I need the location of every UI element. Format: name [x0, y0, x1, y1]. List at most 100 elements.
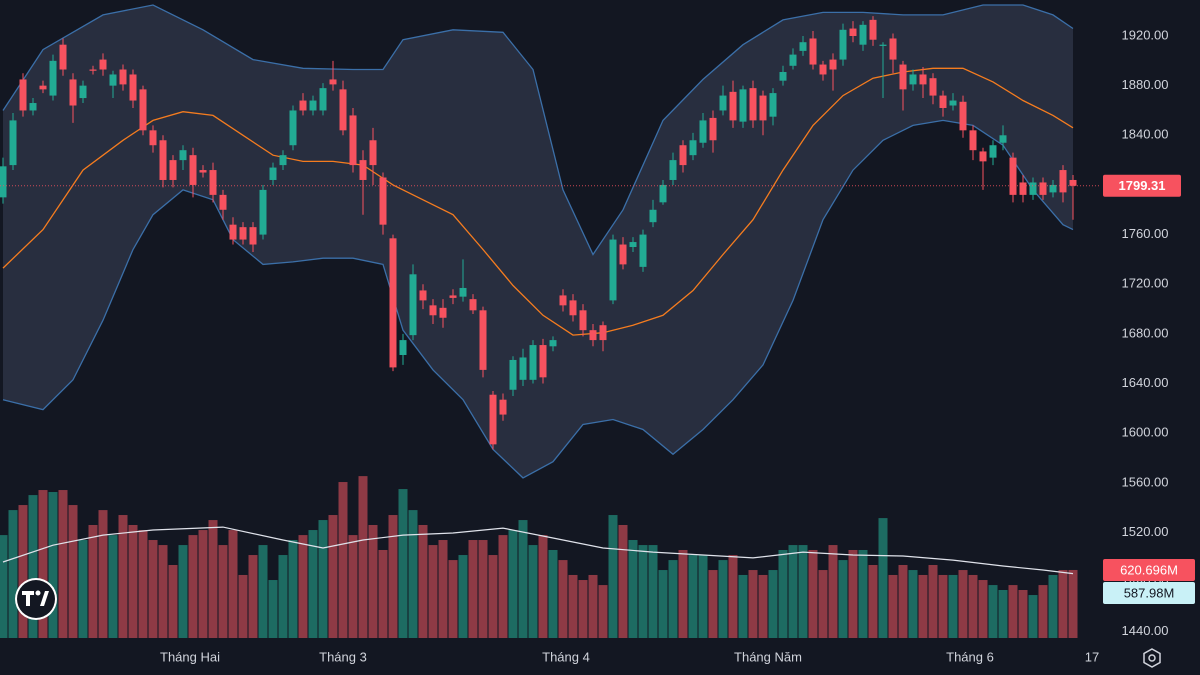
candle-body: [319, 88, 327, 111]
volume-bar: [418, 524, 428, 638]
candle-body: [9, 120, 17, 166]
volume-bar: [208, 520, 218, 638]
volume-bar: [1038, 585, 1048, 638]
volume-bar: [548, 549, 558, 638]
candle-body: [609, 239, 617, 301]
candle-body: [119, 69, 127, 85]
volume-bar: [968, 574, 978, 638]
x-tick-label: 17: [1085, 649, 1099, 664]
candle-body: [469, 299, 477, 311]
volume-bar: [398, 489, 408, 638]
candle-body: [0, 166, 7, 198]
volume-bar: [618, 524, 628, 638]
volume-label-box: [1103, 558, 1195, 581]
volume-bar: [1058, 570, 1068, 638]
volume-bar: [328, 515, 338, 638]
volume-bar: [868, 565, 878, 638]
candle-body: [1039, 182, 1047, 195]
tv-logo: [15, 578, 57, 620]
last-price-box: [1103, 174, 1181, 197]
candle-body: [179, 150, 187, 161]
volume-bar: [408, 510, 418, 638]
candle-body: [199, 170, 207, 173]
volume-bar: [608, 515, 618, 638]
volume-bar: [88, 524, 98, 638]
candle-body: [359, 160, 367, 180]
settings-icon[interactable]: [1143, 648, 1161, 668]
candle-body: [579, 310, 587, 331]
volume-bar: [68, 505, 78, 638]
y-tick-label: 1560.00: [1122, 474, 1169, 489]
volume-bar: [1048, 574, 1058, 638]
volume-bar: [558, 560, 568, 638]
volume-bar: [518, 520, 528, 638]
x-tick-label: Tháng 4: [542, 649, 590, 664]
candle-body: [679, 145, 687, 166]
volume-bar: [248, 555, 258, 638]
volume-bar: [948, 574, 958, 638]
candle-body: [89, 69, 97, 71]
volume-bar: [158, 545, 168, 638]
volume-bar: [228, 530, 238, 638]
candle-body: [719, 95, 727, 111]
volume-bar: [368, 524, 378, 638]
candle-body: [289, 110, 297, 146]
volume-bar: [988, 585, 998, 638]
candle-body: [979, 151, 987, 162]
band-line: [2, 4, 1074, 256]
candle-body: [129, 74, 137, 101]
candle-body: [399, 340, 407, 355]
volume-bar: [78, 540, 88, 638]
candle-body: [329, 79, 337, 85]
candle-body: [1059, 170, 1067, 193]
y-tick-label: 1760.00: [1122, 226, 1169, 241]
candle-body: [219, 194, 227, 210]
volume-bar: [698, 555, 708, 638]
volume-bar: [818, 570, 828, 638]
band-line: [2, 67, 1074, 336]
candle-body: [499, 399, 507, 415]
candle-body: [849, 28, 857, 36]
candle-body: [729, 91, 737, 121]
volume-bar: [298, 535, 308, 638]
y-tick-label: 1640.00: [1122, 375, 1169, 390]
candle-body: [769, 93, 777, 117]
candle-body: [379, 177, 387, 225]
candle-body: [569, 300, 577, 316]
volume-bar: [18, 505, 28, 638]
volume-bar: [118, 515, 128, 638]
volume-bar: [598, 585, 608, 638]
volume-bar: [478, 540, 488, 638]
volume-bar: [168, 565, 178, 638]
volume-bar: [458, 555, 468, 638]
volume-ma-line: [2, 526, 1074, 575]
volume-bar: [878, 518, 888, 638]
volume-bar: [508, 530, 518, 638]
volume-bar: [178, 545, 188, 638]
candle-body: [789, 54, 797, 66]
candle-body: [589, 330, 597, 341]
candle-body: [489, 394, 497, 445]
volume-bar: [738, 574, 748, 638]
volume-bar: [1028, 595, 1038, 638]
x-tick-label: Tháng 6: [946, 649, 994, 664]
candle-body: [949, 100, 957, 106]
volume-bar: [648, 545, 658, 638]
volume-bar: [808, 549, 818, 638]
candle-body: [1009, 157, 1017, 195]
candle-body: [699, 120, 707, 143]
candle-body: [349, 115, 357, 166]
volume-ma-label-box: [1103, 581, 1195, 604]
volume-bar: [688, 555, 698, 638]
volume-bar: [428, 545, 438, 638]
volume-bar: [388, 515, 398, 638]
candle-body: [649, 209, 657, 223]
candle-body: [839, 29, 847, 60]
candle-body: [989, 145, 997, 158]
volume-bar: [788, 545, 798, 638]
candle-body: [619, 244, 627, 265]
x-tick-label: Tháng Hai: [160, 649, 220, 664]
volume-bar: [638, 545, 648, 638]
candle-body: [159, 140, 167, 180]
volume-bar: [128, 524, 138, 638]
